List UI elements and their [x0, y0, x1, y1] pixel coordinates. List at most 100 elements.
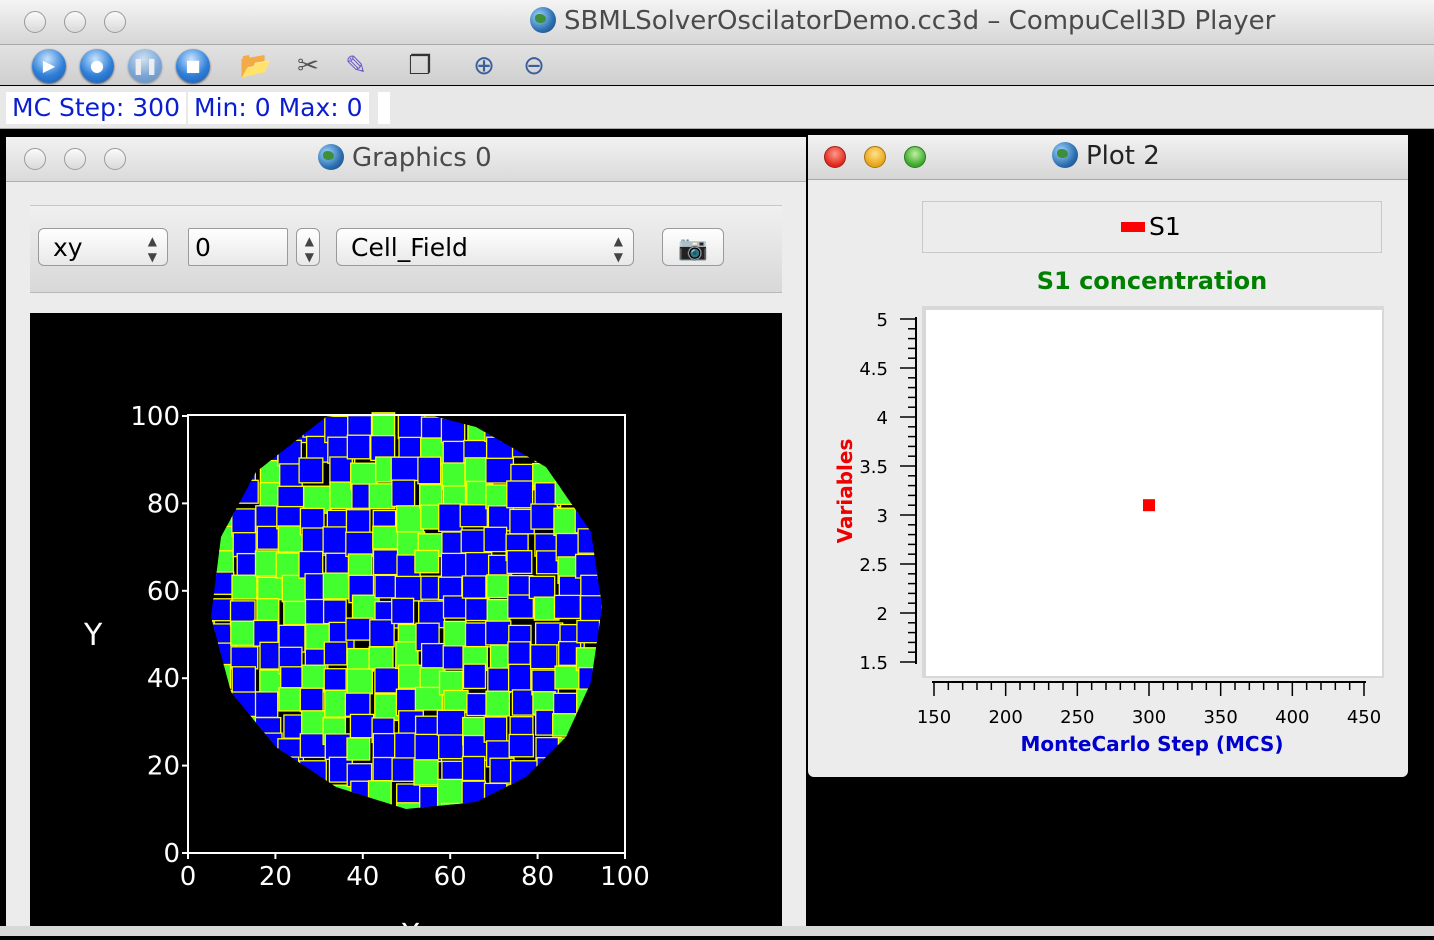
x-tick-label: 400 — [1275, 707, 1309, 728]
cell — [460, 529, 486, 554]
y-tick-label: 4.5 — [859, 359, 888, 380]
cell — [235, 830, 258, 854]
cell — [530, 807, 559, 809]
cell — [529, 417, 556, 445]
screenshot-button[interactable]: 📷 — [662, 228, 724, 266]
open-folder-button[interactable]: 📂 — [238, 49, 274, 83]
cell — [230, 460, 256, 484]
legend-swatch-s1 — [1121, 222, 1145, 232]
zoom-out-button[interactable]: ⊖ — [516, 49, 552, 83]
slice-stepper[interactable]: ▲ ▼ — [296, 228, 320, 266]
cell — [373, 827, 401, 851]
field-value: Cell_Field — [351, 233, 468, 262]
graphics-zoom-button[interactable] — [104, 148, 126, 170]
cell — [368, 646, 394, 670]
cell — [490, 831, 518, 856]
graphics-close-button[interactable] — [24, 148, 46, 170]
cell — [506, 415, 534, 439]
cell — [597, 807, 602, 809]
cell — [346, 668, 373, 695]
x-tick-label: 150 — [917, 707, 951, 728]
cell — [442, 595, 468, 619]
cell — [211, 689, 237, 717]
windows-icon: ❐ — [408, 51, 432, 81]
cell — [390, 456, 420, 482]
tools-button[interactable]: ✂ — [290, 49, 326, 83]
cell — [576, 688, 602, 712]
x-tick-label: 250 — [1060, 707, 1094, 728]
plot-close-button[interactable] — [824, 146, 846, 168]
status-empty-field — [378, 92, 390, 124]
plot-zoom-button[interactable] — [904, 146, 926, 168]
zoom-window-button[interactable] — [104, 11, 126, 33]
y-tick-label: 4 — [877, 408, 888, 429]
cell — [211, 525, 236, 552]
y-tick-label: 2 — [877, 604, 888, 625]
edit-button[interactable]: ✎ — [338, 49, 374, 83]
cell — [395, 505, 425, 533]
stop-button[interactable]: ■ — [176, 49, 210, 83]
cell — [327, 803, 356, 809]
cell — [578, 457, 602, 486]
cell — [323, 668, 347, 693]
pause-button[interactable]: ❚❚ — [128, 49, 162, 83]
cell — [552, 713, 577, 737]
cell — [465, 551, 493, 577]
cell — [210, 831, 236, 856]
projection-select[interactable]: xy ▲ ▼ — [38, 228, 168, 266]
cell — [211, 688, 217, 715]
cell — [233, 479, 259, 504]
cell — [536, 757, 562, 783]
cell — [528, 575, 556, 600]
cell — [277, 525, 304, 553]
cell — [231, 691, 260, 720]
step-button[interactable]: ● — [80, 49, 114, 83]
globe-icon — [318, 144, 344, 170]
cell — [211, 598, 233, 622]
cell — [235, 784, 261, 809]
cell — [211, 645, 214, 670]
cell — [414, 549, 440, 574]
cell — [211, 433, 216, 461]
graphics-minimize-button[interactable] — [64, 148, 86, 170]
cell — [438, 734, 464, 760]
cell — [186, 485, 209, 510]
cell — [277, 738, 305, 764]
field-select[interactable]: Cell_Field ▲ ▼ — [336, 228, 634, 266]
cell — [485, 457, 515, 484]
zoom-in-button[interactable]: ⊕ — [466, 49, 502, 83]
plot-minimize-button[interactable] — [864, 146, 886, 168]
cell — [579, 481, 602, 509]
cell — [534, 434, 559, 463]
plot-chart-svg: S1 concentration 1.5 2 2.5 3 3.5 4 4.5 5 150 200… — [833, 267, 1384, 756]
close-window-button[interactable] — [24, 11, 46, 33]
cell — [300, 805, 324, 809]
cell — [576, 619, 601, 644]
cell — [299, 733, 327, 759]
projection-value: xy — [53, 233, 83, 262]
y-tick-label: 0 — [163, 839, 180, 869]
cell — [211, 762, 220, 791]
cell — [461, 829, 487, 854]
cell — [506, 784, 535, 809]
minimize-window-button[interactable] — [64, 11, 86, 33]
cell — [511, 433, 540, 458]
cell — [483, 526, 508, 553]
cell — [211, 712, 235, 742]
cell — [438, 503, 463, 533]
play-button[interactable]: ▶ — [32, 49, 66, 83]
cell — [211, 502, 214, 532]
cell — [420, 825, 446, 849]
cell — [459, 504, 488, 528]
cell — [258, 414, 285, 442]
graphics-window-title-text: Graphics 0 — [352, 143, 492, 173]
cell — [214, 413, 243, 441]
slice-input[interactable]: 0 — [188, 228, 288, 266]
main-toolbar: ▶ ● ❚❚ ■ 📂 ✂ ✎ ❐ ⊕ ⊖ — [0, 45, 1434, 85]
windows-button[interactable]: ❐ — [402, 49, 438, 83]
cell — [485, 620, 512, 646]
cell — [211, 462, 213, 487]
y-tick-label: 5 — [877, 310, 888, 331]
x-tick-label: 80 — [521, 862, 554, 892]
